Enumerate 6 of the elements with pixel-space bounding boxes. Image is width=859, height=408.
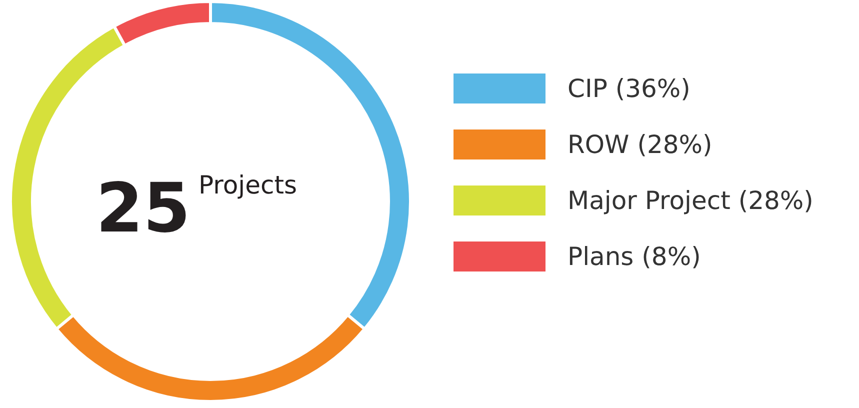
text: Projects (198, 170, 298, 200)
legend-label: Major Project (28%) (568, 186, 814, 215)
legend-label: ROW (28%) (568, 130, 712, 159)
legend-label: Plans (8%) (568, 242, 701, 271)
text: 25 (96, 170, 191, 248)
legend-label: CIP (36%) (568, 74, 690, 103)
